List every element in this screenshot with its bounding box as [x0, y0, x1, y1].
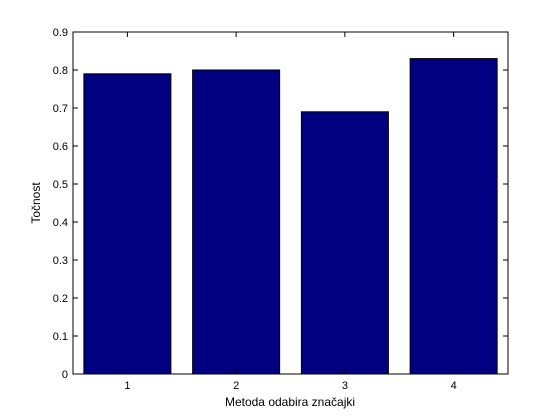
x-tick-label: 3 — [342, 380, 348, 392]
plot-frame — [72, 31, 509, 375]
y-tick-label: 0.5 — [53, 179, 68, 191]
bar-3 — [300, 111, 389, 375]
bar-1 — [83, 73, 172, 375]
bar-4 — [409, 58, 498, 375]
y-tick-label: 0.2 — [53, 293, 68, 305]
x-tick-label: 2 — [233, 380, 239, 392]
y-axis: 0 0.1 0.2 0.3 0.4 0.5 0.6 0.7 0.8 0.9 — [53, 27, 508, 381]
y-tick-label: 0.8 — [53, 65, 68, 77]
y-tick-label: 0.1 — [53, 331, 68, 343]
x-tick-label: 1 — [124, 380, 130, 392]
bar-2 — [192, 69, 281, 375]
y-tick-label: 0.6 — [53, 141, 68, 153]
x-axis-label: Metoda odabira značajki — [225, 395, 355, 409]
y-tick-label: 0 — [62, 369, 68, 381]
y-tick-label: 0.7 — [53, 103, 68, 115]
y-tick-label: 0.4 — [53, 217, 68, 229]
y-tick-label: 0.3 — [53, 255, 68, 267]
bars-group — [83, 58, 498, 375]
y-tick-label: 0.9 — [53, 27, 68, 39]
x-tick-label: 4 — [451, 380, 457, 392]
y-axis-label: Točnost — [29, 182, 43, 224]
x-axis: 1 2 3 4 — [124, 32, 457, 392]
